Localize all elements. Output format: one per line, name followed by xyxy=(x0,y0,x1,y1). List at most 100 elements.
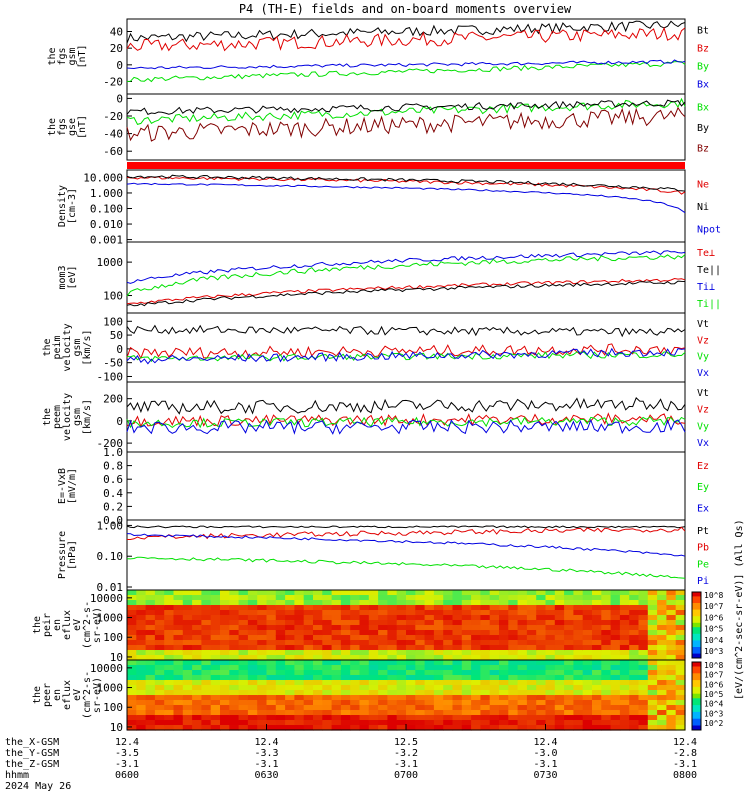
heatmap-cell xyxy=(619,590,630,596)
heatmap-cell xyxy=(592,685,602,691)
heatmap-cell xyxy=(136,685,147,691)
heatmap-cell xyxy=(452,670,463,676)
heatmap-cell xyxy=(294,670,305,676)
heatmap-cell xyxy=(340,685,351,691)
heatmap-cell xyxy=(443,670,454,676)
heatmap-cell xyxy=(480,595,491,601)
heatmap-cell xyxy=(582,590,593,596)
heatmap-cell xyxy=(396,685,407,691)
heatmap-cell xyxy=(443,620,454,626)
heatmap-cell xyxy=(154,715,165,721)
ylabel-line: [km/s] xyxy=(82,329,93,365)
heatmap-cell xyxy=(601,615,612,621)
heatmap-cell xyxy=(601,600,612,606)
ylabel-line: the xyxy=(32,616,43,634)
heatmap-cell xyxy=(322,635,333,641)
heatmap-cell xyxy=(247,670,258,676)
heatmap-cell xyxy=(154,690,165,696)
series-line-Vx xyxy=(126,347,686,365)
heatmap-cell xyxy=(610,650,621,656)
heatmap-cell xyxy=(619,625,630,631)
series-line-Bx xyxy=(126,97,686,125)
heatmap-cell xyxy=(340,660,351,666)
heatmap-cell xyxy=(554,650,565,656)
heatmap-cell xyxy=(517,665,528,671)
heatmap-cell xyxy=(359,610,370,616)
heatmap-cell xyxy=(285,680,295,686)
heatmap-cell xyxy=(471,650,481,656)
heatmap-cell xyxy=(313,725,323,731)
heatmap-cell xyxy=(629,655,640,661)
heatmap-cell xyxy=(499,710,509,716)
heatmap-cell xyxy=(350,605,361,611)
heatmap-cell xyxy=(340,630,351,636)
heatmap-cell xyxy=(368,650,379,656)
heatmap-cell xyxy=(433,685,444,691)
heatmap-cell xyxy=(508,670,519,676)
heatmap-cell xyxy=(433,640,444,646)
heatmap-cell xyxy=(536,655,547,661)
heatmap-cell xyxy=(368,655,379,661)
heatmap-cell xyxy=(424,610,435,616)
colorbar-swatch xyxy=(692,696,701,699)
heatmap-cell xyxy=(480,680,491,686)
colorbar-swatch xyxy=(692,605,701,608)
heatmap-cell xyxy=(210,660,221,666)
heatmap-cell xyxy=(582,690,593,696)
heatmap-cell xyxy=(387,695,398,701)
heatmap-cell xyxy=(294,590,305,596)
heatmap-cell xyxy=(359,630,370,636)
heatmap-cell xyxy=(154,700,165,706)
ylabel-line: (cm^2-s- xyxy=(82,601,93,649)
heatmap-cell xyxy=(285,685,295,691)
heatmap-cell xyxy=(266,630,277,636)
xaxis-value: 0800 xyxy=(673,770,697,781)
heatmap-cell xyxy=(675,625,686,631)
heatmap-cell xyxy=(368,690,379,696)
heatmap-cell xyxy=(452,635,463,641)
heatmap-cell xyxy=(294,620,305,626)
ylabel-line: the xyxy=(47,118,58,136)
heatmap-cell xyxy=(182,620,193,626)
heatmap-cell xyxy=(350,640,361,646)
heatmap-cell xyxy=(564,725,574,731)
heatmap-cell xyxy=(294,720,305,726)
heatmap-cell xyxy=(573,620,584,626)
heatmap-cell xyxy=(666,710,677,716)
legend-Ti||: Ti|| xyxy=(697,299,721,310)
heatmap-cell xyxy=(303,715,314,721)
heatmap-cell xyxy=(331,690,342,696)
heatmap-cell xyxy=(322,645,333,651)
heatmap-cell xyxy=(378,635,388,641)
heatmap-cell xyxy=(424,720,435,726)
heatmap-cell xyxy=(387,670,398,676)
heatmap-cell xyxy=(526,600,537,606)
heatmap-cell xyxy=(610,715,621,721)
heatmap-cell xyxy=(378,660,388,666)
heatmap-cell xyxy=(610,590,621,596)
heatmap-cell xyxy=(424,685,435,691)
colorbar-swatch xyxy=(692,631,701,635)
heatmap-cell xyxy=(201,610,212,616)
heatmap-cell xyxy=(154,675,165,681)
heatmap-cell xyxy=(675,600,686,606)
heatmap-cell xyxy=(210,625,221,631)
heatmap-cell xyxy=(303,665,314,671)
heatmap-cell xyxy=(545,685,556,691)
heatmap-cell xyxy=(489,675,500,681)
heatmap-cell xyxy=(517,595,528,601)
heatmap-cell xyxy=(564,705,574,711)
heatmap-cell xyxy=(573,675,584,681)
series-line-Ni xyxy=(126,174,686,192)
heatmap-cell xyxy=(499,645,509,651)
heatmap-cell xyxy=(285,625,295,631)
heatmap-cell xyxy=(573,725,584,731)
heatmap-cell xyxy=(573,655,584,661)
heatmap-cell xyxy=(610,600,621,606)
colorbar-swatch xyxy=(692,616,701,619)
ytick-label: 1000 xyxy=(97,682,124,695)
series-line-Ne xyxy=(126,176,686,195)
ylabel-line: gsm xyxy=(72,408,83,426)
heatmap-cell xyxy=(480,685,491,691)
